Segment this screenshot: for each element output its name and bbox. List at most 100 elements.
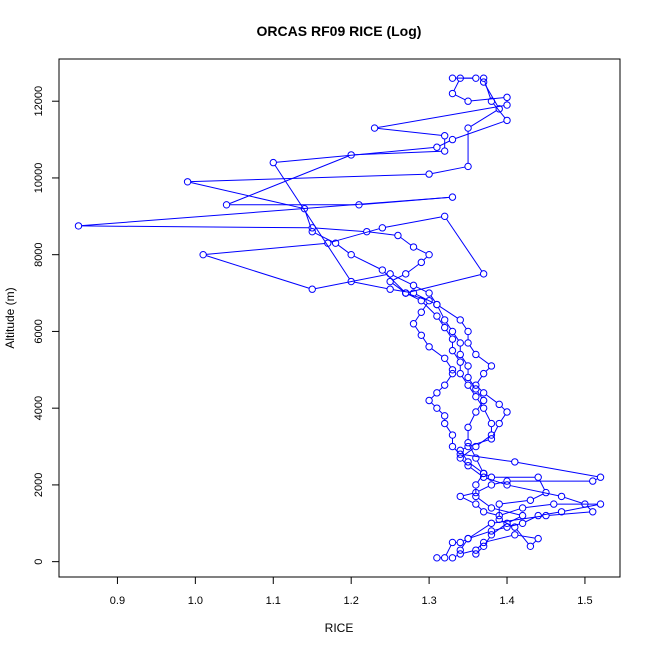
data-point	[448, 327, 457, 336]
data-point	[503, 93, 511, 102]
data-point	[511, 531, 519, 539]
series-segment	[470, 531, 489, 539]
data-point	[409, 320, 418, 328]
data-point	[456, 316, 464, 324]
series-segment	[422, 303, 428, 310]
data-point	[440, 419, 449, 428]
data-point	[386, 285, 394, 293]
y-tick-label: 0	[33, 559, 45, 565]
series-segment	[190, 173, 426, 183]
data-point	[425, 297, 433, 305]
series-segment	[469, 345, 475, 353]
data-point	[440, 354, 449, 362]
data-point	[433, 389, 441, 397]
data-point	[479, 389, 488, 397]
data-point	[479, 78, 488, 86]
data-point	[456, 550, 464, 558]
series-segment	[493, 103, 506, 119]
data-point	[456, 538, 464, 547]
series-segment	[414, 314, 420, 322]
series-segment	[453, 333, 459, 341]
series-segment	[437, 307, 444, 318]
data-point	[456, 358, 464, 366]
series-segment	[484, 410, 491, 421]
series-segment	[315, 227, 364, 232]
data-point	[409, 281, 418, 290]
data-point	[479, 396, 488, 405]
series-segment	[533, 493, 544, 500]
data-point	[331, 239, 340, 247]
data-point	[440, 554, 449, 562]
x-tick-label: 0.9	[110, 595, 125, 607]
data-point	[495, 419, 503, 428]
data-point	[440, 323, 449, 332]
series-segment	[564, 504, 598, 512]
data-point	[487, 527, 496, 535]
series-segment	[400, 237, 412, 246]
series-segment	[478, 497, 490, 507]
data-point	[199, 250, 207, 259]
series-segment	[416, 247, 427, 254]
series-segment	[486, 535, 512, 543]
series-segment	[549, 511, 590, 516]
data-point	[472, 550, 480, 558]
series-segment	[461, 540, 467, 548]
data-point	[456, 339, 464, 347]
data-point	[456, 369, 464, 378]
series-segment	[354, 281, 388, 290]
series-segment	[414, 326, 420, 333]
data-point	[448, 442, 457, 451]
series-segment	[315, 274, 388, 290]
data-point	[511, 458, 519, 466]
data-point	[456, 446, 464, 455]
series-segment	[446, 329, 452, 337]
data-point	[464, 362, 472, 370]
data-point	[472, 350, 480, 359]
data-point	[425, 170, 433, 178]
data-point	[472, 385, 480, 393]
series-segment	[477, 391, 483, 399]
y-tick-label: 4000	[33, 396, 45, 420]
series-segment	[461, 356, 467, 364]
data-point	[425, 396, 433, 405]
data-point	[495, 400, 503, 409]
series-segment	[463, 454, 512, 462]
x-axis-label: RICE	[325, 621, 354, 635]
series-segment	[486, 477, 505, 485]
series-segment	[478, 436, 490, 446]
series-segment	[446, 376, 452, 383]
data-point	[503, 481, 511, 489]
series-segment	[469, 445, 475, 456]
data-point	[487, 481, 496, 489]
series-segment	[453, 80, 460, 91]
data-point	[557, 492, 566, 501]
series-segment	[492, 426, 499, 437]
data-point	[472, 481, 480, 489]
series-segment	[431, 394, 435, 399]
x-tick-label: 1.3	[421, 595, 436, 607]
series-segment	[462, 459, 467, 464]
data-point	[464, 462, 472, 470]
series-segment	[432, 166, 466, 174]
series-segment	[446, 425, 452, 433]
series-segment	[485, 367, 490, 372]
y-tick-label: 6000	[33, 319, 45, 343]
data-point	[456, 74, 464, 82]
data-point	[487, 362, 496, 370]
series-segment	[362, 196, 450, 206]
series-segment	[477, 376, 483, 383]
data-point	[417, 308, 426, 316]
data-point	[425, 343, 433, 351]
data-point	[448, 538, 457, 547]
data-point	[464, 339, 472, 347]
x-tick-label: 1.2	[344, 595, 359, 607]
series-segment	[463, 492, 473, 497]
data-point	[448, 89, 457, 98]
series-segment	[477, 548, 482, 553]
data-point	[448, 74, 457, 82]
data-point	[440, 212, 449, 221]
series-segment	[81, 225, 310, 229]
data-point	[440, 316, 449, 324]
data-point	[495, 500, 503, 508]
